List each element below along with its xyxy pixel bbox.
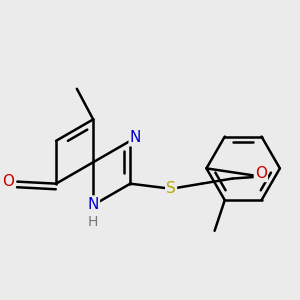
Text: N: N bbox=[130, 130, 141, 145]
Text: H: H bbox=[88, 215, 98, 230]
Text: O: O bbox=[255, 166, 267, 181]
Text: O: O bbox=[2, 174, 14, 189]
Text: S: S bbox=[166, 181, 176, 196]
Text: N: N bbox=[88, 196, 99, 211]
